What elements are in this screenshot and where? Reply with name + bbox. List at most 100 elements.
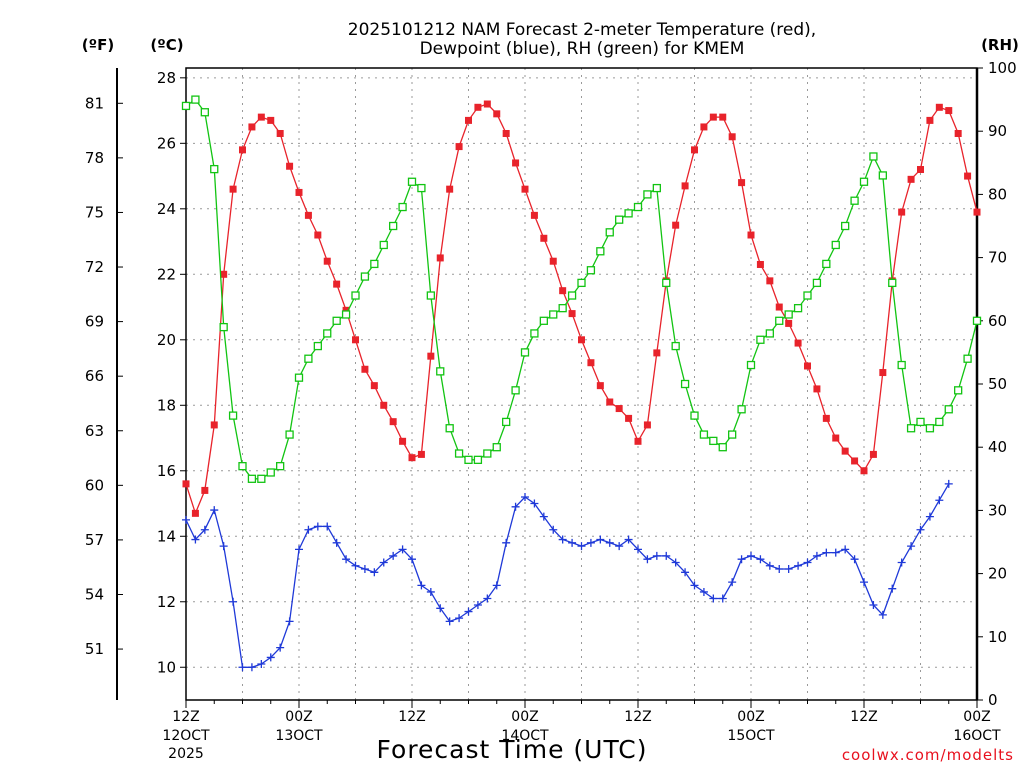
rh-point — [822, 259, 831, 269]
temperature-point — [342, 306, 350, 314]
dewpoint-point — [473, 601, 482, 610]
temperature-point — [182, 480, 190, 488]
dewpoint-point — [878, 610, 887, 619]
temperature-point — [917, 166, 924, 174]
rh-point — [313, 341, 322, 351]
temperature-point — [352, 336, 359, 344]
rh-point — [407, 177, 417, 186]
rh-point — [850, 196, 859, 205]
temperature-point — [945, 107, 953, 115]
temperature-point — [333, 280, 341, 288]
temperature-point — [954, 129, 962, 137]
dewpoint-point — [304, 525, 313, 534]
chart-title-line1: 2025101212 NAM Forecast 2-meter Temperat… — [348, 20, 816, 40]
dewpoint-point — [784, 565, 793, 574]
temperature-point — [898, 208, 906, 216]
dewpoint-point — [699, 587, 708, 596]
temperature-point — [587, 359, 595, 367]
rh-point — [502, 417, 511, 427]
temperature-point — [813, 385, 821, 393]
temperature-point — [860, 467, 868, 475]
rh-point — [351, 291, 360, 300]
temperature-point — [239, 146, 246, 154]
rh-point — [925, 424, 935, 433]
dewpoint-point — [775, 565, 784, 574]
temperature-point — [201, 486, 209, 494]
dewpoint-point — [925, 512, 934, 521]
temperature-point — [672, 221, 680, 229]
rh-point — [276, 462, 285, 471]
fahrenheit-tick-label: 57 — [85, 531, 104, 549]
dewpoint-point — [822, 548, 831, 557]
dewpoint-point — [351, 561, 360, 570]
dewpoint-point — [200, 525, 209, 534]
rh-point — [728, 430, 737, 439]
dewpoint-point — [210, 506, 219, 515]
dewpoint-point — [398, 545, 407, 554]
x-tick-date: 14OCT — [501, 728, 549, 744]
temperature-point — [191, 509, 199, 517]
rh-point — [389, 221, 398, 231]
temperature-point — [521, 185, 529, 193]
rh-tick-label: 20 — [988, 565, 1007, 583]
rh-point — [210, 164, 219, 174]
temperature-point — [314, 231, 322, 239]
dewpoint-point — [831, 548, 840, 557]
rh-point — [784, 310, 793, 319]
rh-point — [680, 379, 690, 389]
temperature-point — [436, 254, 444, 262]
temperature-point — [907, 175, 915, 183]
rh-point — [454, 449, 464, 458]
temperature-point — [220, 270, 228, 278]
dewpoint-point — [605, 538, 614, 547]
temperature-point — [455, 143, 463, 151]
dewpoint-point — [323, 522, 332, 531]
rh-point — [483, 449, 492, 458]
temperature-point — [926, 116, 934, 124]
fahrenheit-tick-label: 60 — [85, 476, 104, 494]
dewpoint-point — [888, 584, 897, 593]
x-tick-hour: 12Z — [624, 709, 651, 725]
temperature-point — [869, 450, 877, 458]
dewpoint-point — [436, 604, 445, 613]
x-tick-hour: 12Z — [398, 709, 425, 725]
temperature-point — [257, 113, 265, 121]
rh-tick-label: 90 — [988, 122, 1007, 140]
rh-point — [615, 215, 624, 224]
celsius-tick-label: 12 — [157, 593, 176, 611]
dewpoint-point — [502, 538, 511, 547]
temperature-point — [822, 414, 830, 422]
rh-point — [897, 360, 906, 370]
dewpoint-point — [360, 565, 369, 574]
rh-point — [633, 202, 643, 212]
dewpoint-point — [916, 525, 925, 534]
temperature-point — [606, 398, 614, 406]
rh-point — [511, 386, 520, 395]
rh-axis-unit: (RH) — [981, 36, 1019, 54]
dewpoint-point — [445, 617, 454, 626]
temperature-point — [295, 188, 303, 196]
series-markers — [181, 95, 982, 483]
temperature-point — [446, 185, 454, 193]
rh-point — [869, 152, 878, 161]
fahrenheit-tick-label: 72 — [85, 258, 104, 276]
rh-point — [266, 468, 275, 477]
dewpoint-point — [794, 561, 803, 570]
rh-point — [436, 367, 445, 376]
rh-point — [238, 462, 247, 471]
temperature-point — [502, 129, 510, 137]
temperature-point — [738, 179, 746, 187]
data-series — [181, 95, 982, 672]
x-axis-title: Forecast Time (UTC) — [377, 735, 648, 764]
dewpoint-point — [860, 578, 868, 587]
dewpoint-point — [671, 558, 680, 567]
rh-point — [200, 108, 209, 117]
fahrenheit-tick-label: 54 — [85, 585, 104, 603]
fahrenheit-tick-label: 69 — [85, 313, 104, 331]
fahrenheit-tick-label: 66 — [85, 367, 104, 385]
rh-point — [181, 101, 191, 111]
temperature-point — [643, 421, 651, 429]
rh-point — [549, 310, 558, 319]
chart-title-line2: Dewpoint (blue), RH (green) for KMEM — [420, 39, 745, 59]
temperature-point — [879, 369, 887, 377]
